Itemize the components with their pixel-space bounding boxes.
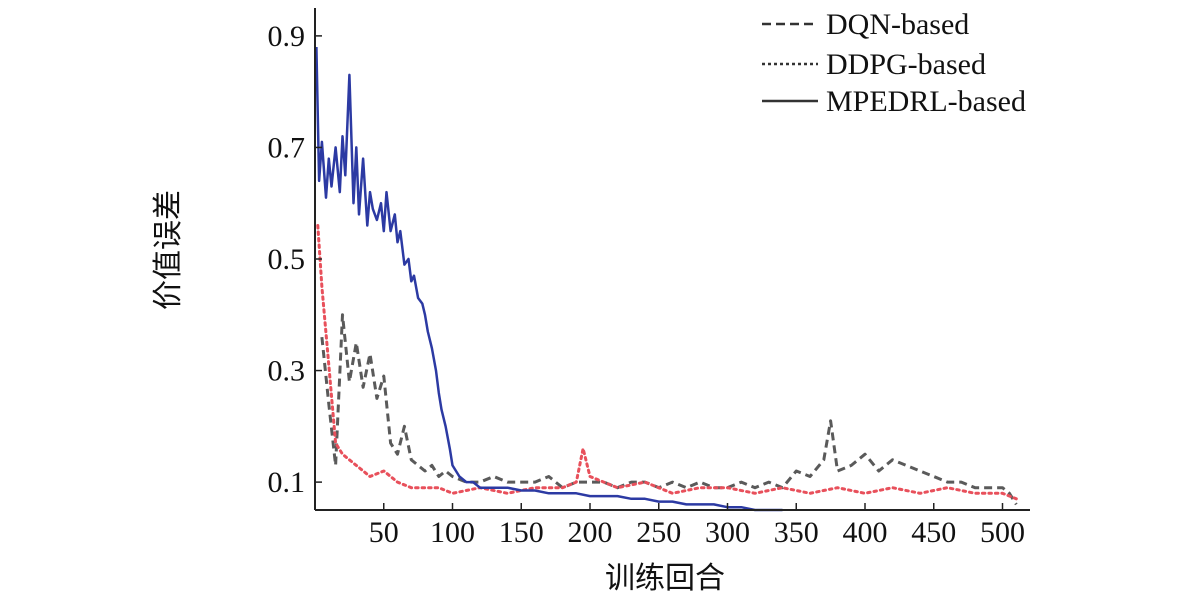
series-line-2 [315,46,783,512]
y-tick-label: 0.9 [268,20,306,53]
legend-label-mpedrl: MPEDRL-based [826,85,1026,118]
x-tick-label: 400 [843,516,888,549]
x-tick-label: 450 [911,516,956,549]
x-tick-label: 500 [980,516,1025,549]
x-tick-label: 250 [636,516,681,549]
y-tick-label: 0.1 [268,466,306,499]
x-tick-label: 50 [369,516,399,549]
x-tick-label: 350 [774,516,819,549]
tick-labels: 50 100 150 200 250 300 350 400 450 500 0.1 0.3 0.5 0.… [268,20,1026,549]
y-tick-label: 0.3 [268,355,306,388]
y-tick-label: 0.5 [268,243,306,276]
series-line-0 [320,313,1018,506]
x-tick-label: 200 [568,516,613,549]
x-axis-title: 训练回合 [605,561,725,596]
legend-label-dqn: DQN-based [826,8,969,41]
x-tick-label: 150 [499,516,544,549]
legend: DQN-based DDPG-based MPEDRL-based [762,8,1026,118]
series-layer [315,46,1018,512]
legend-label-ddpg: DDPG-based [826,48,986,81]
series-line-1 [316,224,1018,501]
axes [314,8,1030,511]
y-tick-label: 0.7 [268,131,306,164]
x-tick-label: 100 [430,516,475,549]
x-tick-label: 300 [705,516,750,549]
y-axis-title: 价值误差 [151,190,186,310]
